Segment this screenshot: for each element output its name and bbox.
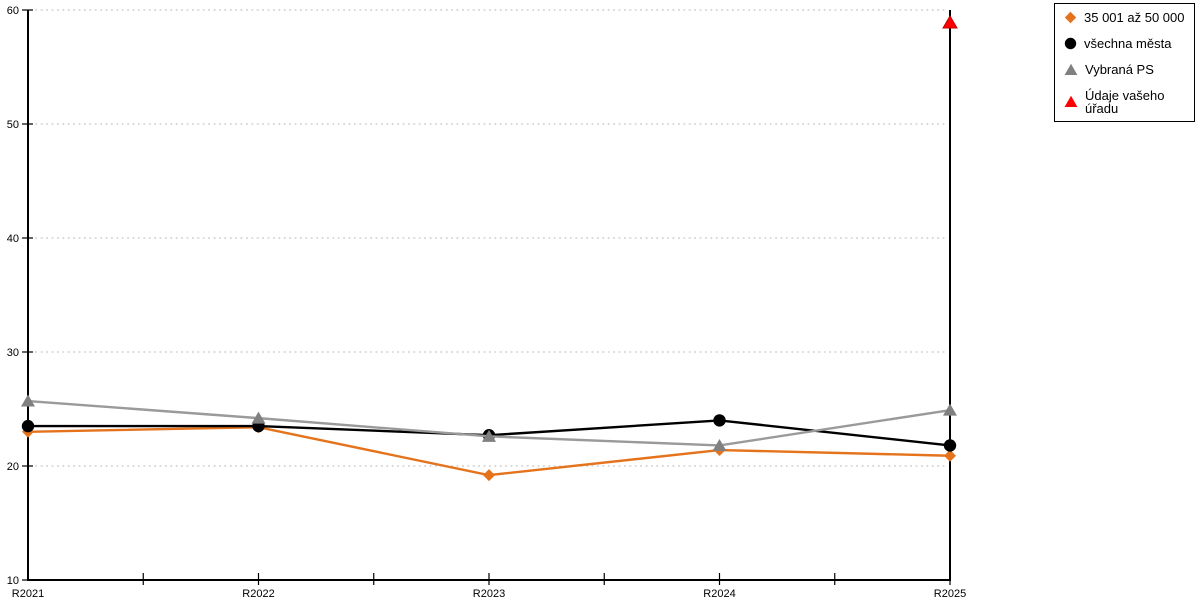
triangle-marker-icon: [1064, 95, 1078, 107]
x-tick-label: R2021: [12, 588, 44, 600]
data-point-marker[interactable]: [943, 403, 957, 416]
legend-entry-vybrana-ps[interactable]: Vybraná PS: [1064, 63, 1194, 76]
y-tick-label: 10: [7, 575, 19, 587]
data-point-marker[interactable]: [483, 469, 495, 482]
x-tick-label: R2025: [934, 588, 966, 600]
y-tick-label: 50: [7, 119, 19, 131]
legend-label: Údaje vašeho úřadu: [1085, 87, 1165, 116]
data-point-marker[interactable]: [713, 414, 726, 427]
data-point-marker[interactable]: [943, 439, 957, 452]
x-tick-label: R2022: [242, 588, 274, 600]
x-tick-label: R2024: [703, 588, 735, 600]
triangle-marker-icon: [1064, 63, 1078, 75]
legend-entry-vsechna-mesta[interactable]: všechna města: [1064, 37, 1194, 50]
data-point-marker[interactable]: [944, 449, 956, 462]
y-tick-label: 60: [7, 5, 19, 17]
y-tick-label: 30: [7, 347, 19, 359]
y-tick-label: 40: [7, 233, 19, 245]
legend-entry-udaje-vaseho-uradu[interactable]: Údaje vašeho úřadu: [1064, 89, 1194, 115]
x-tick-label: R2023: [473, 588, 505, 600]
legend-label: 35 001 až 50 000: [1084, 9, 1185, 25]
data-point-marker[interactable]: [482, 429, 496, 442]
data-point-marker[interactable]: [21, 394, 35, 407]
y-tick-label: 20: [7, 461, 19, 473]
data-point-marker[interactable]: [942, 15, 958, 29]
chart-legend: 35 001 až 50 000 všechna města Vybraná P…: [1054, 3, 1195, 122]
circle-marker-icon: [1064, 37, 1077, 49]
data-point-marker[interactable]: [21, 419, 35, 433]
data-point-marker[interactable]: [251, 411, 266, 424]
legend-entry-35001-az-50000[interactable]: 35 001 až 50 000: [1064, 11, 1194, 24]
data-point-marker[interactable]: [712, 438, 727, 451]
diamond-marker-icon: [1064, 11, 1077, 23]
legend-label: všechna města: [1084, 35, 1172, 51]
legend-label: Vybraná PS: [1085, 61, 1154, 77]
